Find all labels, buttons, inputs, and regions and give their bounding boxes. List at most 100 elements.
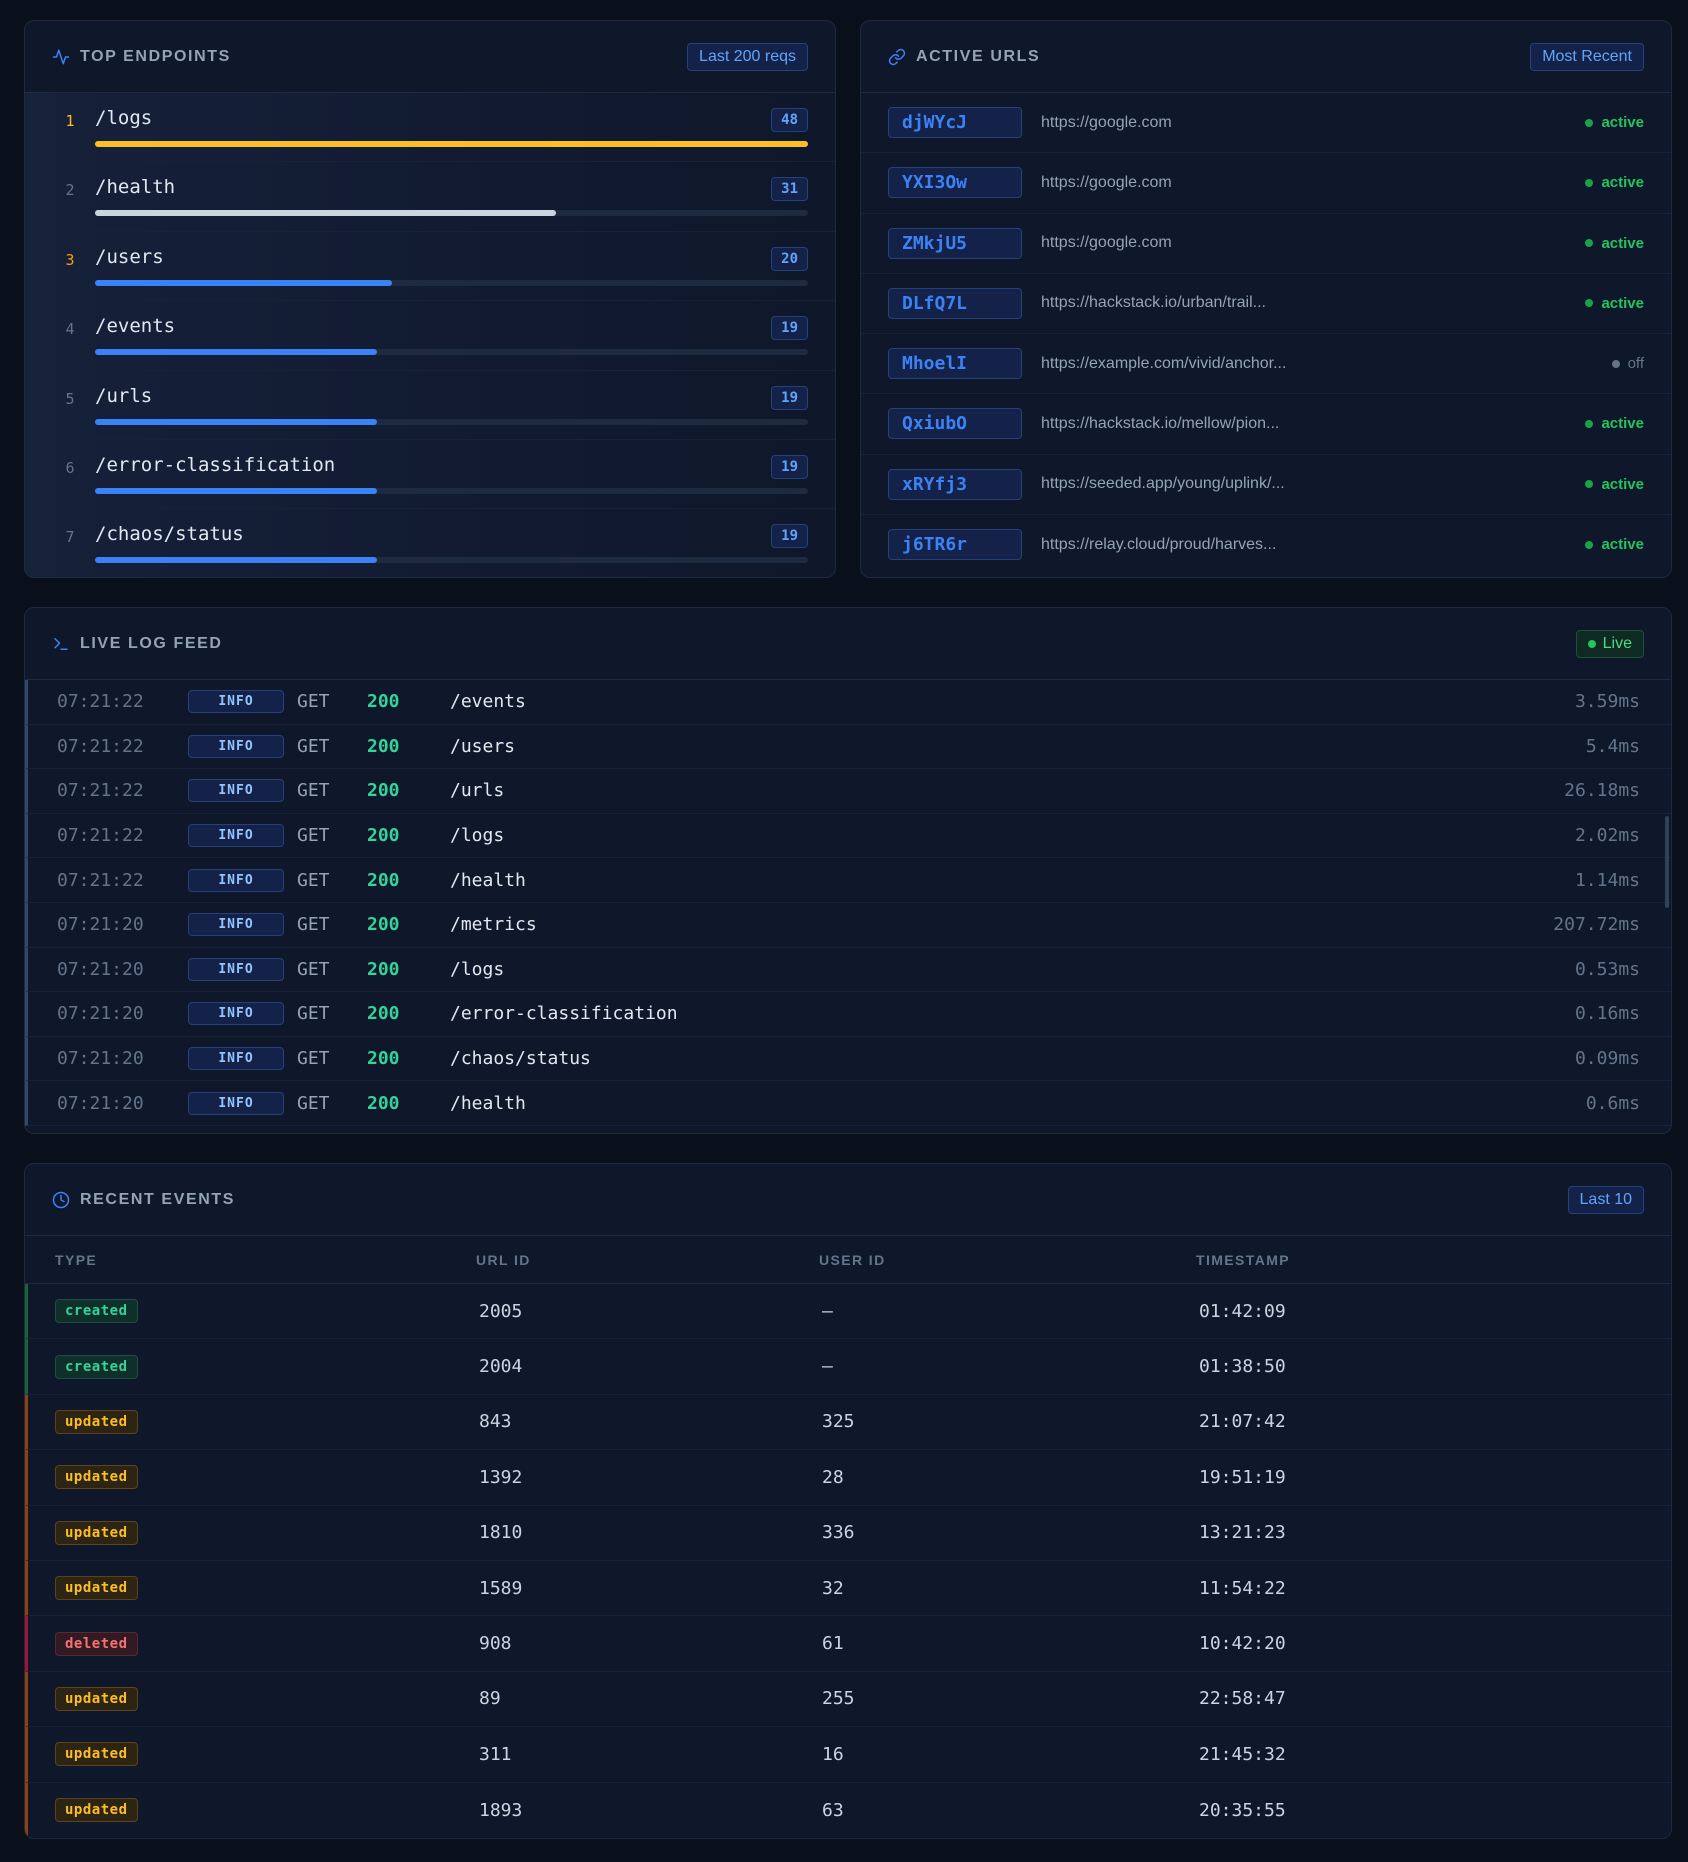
log-timestamp: 07:21:22 [57, 735, 144, 757]
event-user-id: 32 [822, 1577, 844, 1599]
table-row[interactable]: updated 1810 336 13:21:23 [25, 1505, 1671, 1561]
table-row[interactable]: updated 1893 63 20:35:55 [25, 1782, 1671, 1838]
table-row[interactable]: created 2005 — 01:42:09 [25, 1284, 1671, 1340]
url-row[interactable]: QxiubO https://hackstack.io/mellow/pion..… [861, 394, 1671, 455]
short-url-id[interactable]: djWYcJ [888, 107, 1022, 139]
destination-url[interactable]: https://google.com [1041, 113, 1172, 131]
status-dot [1585, 118, 1594, 127]
log-row[interactable]: 07:21:20 INFO GET 200/logs 0.53ms [25, 947, 1671, 993]
short-url-id[interactable]: MhoelI [888, 348, 1022, 380]
endpoint-row[interactable]: 3/users 20 [25, 231, 835, 302]
event-type-cell: deleted [28, 1631, 479, 1656]
status-label: active [1601, 294, 1644, 312]
log-scrollbar[interactable] [1665, 816, 1669, 908]
column-header-type: TYPE [55, 1251, 98, 1268]
destination-url[interactable]: https://hackstack.io/urban/trail... [1041, 294, 1266, 312]
endpoint-list: 1/logs 48 2/health 31 3/users 20 4/events 19 5/u… [25, 93, 835, 577]
endpoint-row[interactable]: 7/chaos/status 19 [25, 509, 835, 577]
log-row[interactable]: 07:21:20 INFO GET 200/error-classification 0… [25, 992, 1671, 1037]
log-duration: 0.16ms [1574, 1003, 1640, 1025]
endpoint-row[interactable]: 5/urls 19 [25, 370, 835, 440]
endpoint-path: /error-classification [95, 453, 336, 476]
event-user-id: 61 [822, 1633, 844, 1655]
event-timestamp: 22:58:47 [1199, 1688, 1286, 1710]
endpoint-rank: 3 [65, 250, 75, 269]
destination-url[interactable]: https://example.com/vivid/anchor... [1041, 354, 1287, 372]
table-row[interactable]: created 2004 — 01:38:50 [25, 1339, 1671, 1395]
log-level-badge: INFO [188, 824, 284, 848]
log-row[interactable]: 07:21:22 INFO GET 200/events 3.59ms [25, 680, 1671, 725]
url-row[interactable]: ZMkjU5 https://google.com active [861, 214, 1671, 274]
short-url-id[interactable]: ZMkjU5 [888, 227, 1022, 259]
url-row[interactable]: xRYfj3 https://seeded.app/young/uplink/..… [861, 455, 1671, 515]
log-row[interactable]: 07:21:20 INFO GET 200/metrics 207.72ms [25, 902, 1671, 948]
log-row[interactable]: 07:21:22 INFO GET 200/health 1.14ms [25, 858, 1671, 903]
table-row[interactable]: updated 843 325 21:07:42 [25, 1394, 1671, 1451]
log-list: 07:21:22 INFO GET 200/events 3.59ms 07:21:22 I… [25, 680, 1671, 1126]
log-row[interactable]: 07:21:22 INFO GET 200/logs 2.02ms [25, 813, 1671, 859]
endpoint-rank: 7 [65, 528, 75, 547]
short-url-id[interactable]: QxiubO [888, 408, 1022, 440]
event-user-id: 255 [822, 1688, 855, 1710]
destination-url[interactable]: https://google.com [1041, 234, 1172, 252]
column-header-user-id: USER ID [819, 1251, 886, 1268]
table-row[interactable]: updated 89 255 22:58:47 [25, 1671, 1671, 1728]
top-endpoints-range-badge: Last 200 reqs [687, 42, 808, 71]
events-table-header: TYPE URL ID USER ID TIMESTAMP [25, 1236, 1671, 1284]
url-row[interactable]: MhoelI https://example.com/vivid/anchor..… [861, 334, 1671, 395]
endpoint-row[interactable]: 6/error-classification 19 [25, 439, 835, 510]
url-row[interactable]: djWYcJ https://google.com active [861, 93, 1671, 154]
url-row[interactable]: DLfQ7L https://hackstack.io/urban/trail..… [861, 274, 1671, 334]
log-duration: 5.4ms [1585, 735, 1640, 757]
endpoint-row[interactable]: 2/health 31 [25, 162, 835, 232]
column-header-url-id: URL ID [476, 1251, 531, 1268]
event-timestamp: 21:45:32 [1199, 1743, 1286, 1765]
log-feed[interactable]: 07:21:22 INFO GET 200/events 3.59ms 07:21:22 I… [25, 680, 1671, 1133]
event-type-badge: updated [55, 1576, 138, 1601]
log-row[interactable]: 07:21:20 INFO GET 200/chaos/status 0.09ms [25, 1036, 1671, 1082]
event-url-id: 1392 [479, 1466, 523, 1488]
destination-url[interactable]: https://hackstack.io/mellow/pion... [1041, 414, 1280, 432]
event-user-id: 63 [822, 1799, 844, 1821]
log-timestamp: 07:21:20 [57, 958, 144, 980]
event-url-id: 908 [479, 1633, 512, 1655]
destination-url[interactable]: https://seeded.app/young/uplink/... [1041, 475, 1285, 493]
event-url-id: 311 [479, 1743, 512, 1765]
endpoint-row[interactable]: 1/logs 48 [25, 93, 835, 163]
log-status-code: 200 [367, 691, 400, 713]
url-list: djWYcJ https://google.com active YXI3Ow http… [861, 93, 1671, 575]
table-row[interactable]: updated 311 16 21:45:32 [25, 1727, 1671, 1783]
short-url-id[interactable]: DLfQ7L [888, 287, 1022, 319]
event-url-id: 89 [479, 1688, 501, 1710]
short-url-id[interactable]: j6TR6r [888, 529, 1022, 561]
log-status-code: 200 [367, 735, 400, 757]
event-timestamp: 20:35:55 [1199, 1799, 1286, 1821]
link-icon [888, 48, 906, 65]
status-dot [1585, 480, 1594, 489]
short-url-id[interactable]: YXI3Ow [888, 167, 1022, 199]
endpoint-row[interactable]: 4/events 19 [25, 301, 835, 371]
event-type-cell: updated [28, 1576, 479, 1601]
log-path: /error-classification [450, 1003, 678, 1025]
destination-url[interactable]: https://relay.cloud/proud/harves... [1041, 535, 1277, 553]
log-row[interactable]: 07:21:22 INFO GET 200/urls 26.18ms [25, 769, 1671, 814]
log-duration: 26.18ms [1564, 780, 1640, 802]
active-urls-title: ACTIVE URLS [916, 47, 1041, 65]
recent-events-panel: RECENT EVENTS Last 10 TYPE URL ID USER I… [24, 1163, 1672, 1839]
event-type-badge: updated [55, 1686, 138, 1711]
log-row[interactable]: 07:21:20 INFO GET 200/health 0.6ms [25, 1081, 1671, 1126]
event-type-cell: updated [28, 1686, 479, 1711]
short-url-id[interactable]: xRYfj3 [888, 468, 1022, 500]
status-label: active [1601, 234, 1644, 252]
log-http-method: GET [297, 780, 330, 802]
destination-url[interactable]: https://google.com [1041, 173, 1172, 191]
event-type-badge: updated [55, 1798, 138, 1823]
table-row[interactable]: updated 1392 28 19:51:19 [25, 1450, 1671, 1506]
endpoint-bar-track [95, 557, 808, 564]
log-row[interactable]: 07:21:22 INFO GET 200/users 5.4ms [25, 724, 1671, 770]
clock-icon [52, 1191, 70, 1208]
url-row[interactable]: YXI3Ow https://google.com active [861, 153, 1671, 214]
table-row[interactable]: updated 1589 32 11:54:22 [25, 1560, 1671, 1617]
url-row[interactable]: j6TR6r https://relay.cloud/proud/harves..… [861, 515, 1671, 575]
table-row[interactable]: deleted 908 61 10:42:20 [25, 1616, 1671, 1672]
